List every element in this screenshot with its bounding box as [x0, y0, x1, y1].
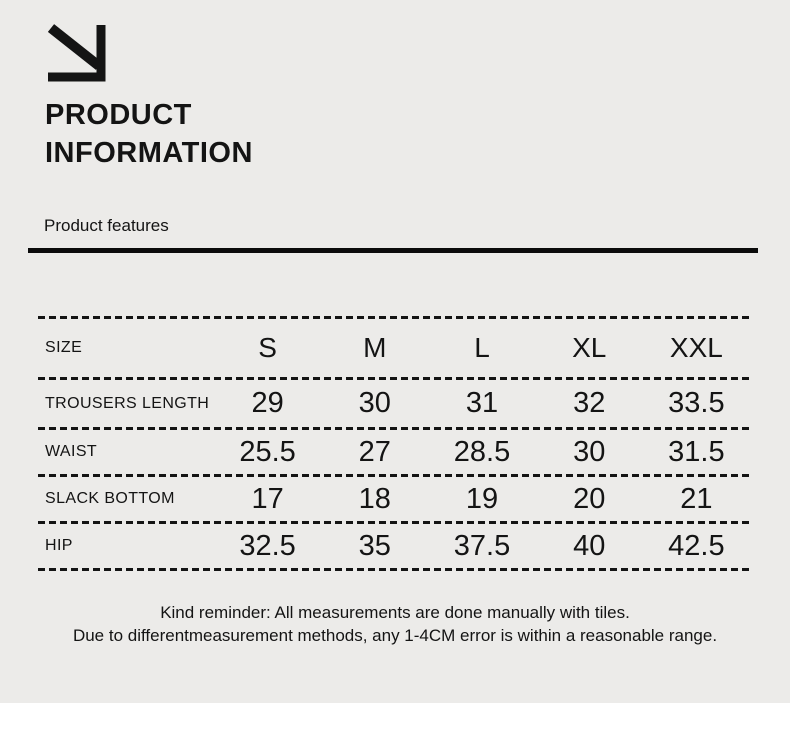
table-cell: 25.5: [239, 435, 296, 468]
size-m: M: [363, 332, 387, 363]
table-cell: 32.5: [239, 529, 296, 562]
section-divider: [28, 248, 758, 253]
kind-reminder-line2: Due to differentmeasurement methods, any…: [72, 626, 718, 645]
size-xxl: XXL: [669, 332, 723, 363]
table-cell: 31.5: [668, 435, 725, 468]
row-label-hip: HIP: [45, 537, 73, 554]
row-label-waist: WAIST: [45, 443, 98, 460]
table-cell: 33.5: [668, 387, 725, 419]
row-label-size: SIZE: [45, 339, 83, 356]
size-l: L: [474, 332, 490, 363]
dashed-divider: [38, 316, 750, 319]
arrow-down-right-icon: [48, 23, 106, 83]
table-cell: 37.5: [453, 529, 511, 562]
dashed-divider: [38, 521, 750, 524]
page-title-line1: PRODUCT: [45, 99, 192, 131]
page-title: PRODUCT INFORMATION: [45, 96, 253, 172]
row-label-trousers-length: TROUSERS LENGTH: [45, 394, 210, 412]
table-cell: 30: [358, 387, 391, 419]
table-cell: 35: [358, 529, 391, 562]
size-xl: XL: [572, 332, 607, 363]
dashed-divider: [38, 427, 750, 430]
dashed-divider: [38, 377, 750, 380]
size-chart-table: SIZE S M L XL XXL TROUSERS LENGTH 29 30 …: [38, 316, 750, 571]
table-cell: 32: [573, 387, 606, 419]
table-cell: 30: [573, 435, 606, 468]
bottom-white-strip: [0, 703, 790, 729]
row-label-slack-bottom: SLACK BOTTOM: [45, 490, 175, 507]
table-row-size: SIZE S M L XL XXL: [38, 319, 750, 377]
table-row-hip: HIP 32.5 35 37.5 40 42.5: [38, 524, 750, 568]
table-cell: 17: [251, 482, 284, 515]
page-title-line2: INFORMATION: [45, 137, 253, 169]
table-row-trousers-length: TROUSERS LENGTH 29 30 31 32 33.5: [38, 380, 750, 427]
table-cell: 20: [573, 482, 606, 515]
table-cell: 31: [465, 387, 499, 419]
kind-reminder-line1: Kind reminder: All measurements are done…: [160, 603, 630, 622]
table-cell: 29: [251, 387, 284, 419]
product-information-panel: PRODUCT INFORMATION Product features SIZ…: [0, 0, 790, 703]
table-cell: 27: [358, 435, 391, 468]
size-s: S: [258, 332, 277, 363]
kind-reminder-text: Kind reminder: All measurements are done…: [0, 601, 790, 647]
table-cell: 18: [358, 482, 391, 515]
table-cell: 42.5: [668, 529, 725, 562]
table-cell: 28.5: [453, 435, 511, 468]
section-label: Product features: [44, 216, 169, 235]
table-row-waist: WAIST 25.5 27 28.5 30 31.5: [38, 430, 750, 474]
dashed-divider: [38, 568, 750, 571]
dashed-divider: [38, 474, 750, 477]
table-cell: 19: [465, 482, 499, 515]
table-cell: 40: [573, 529, 606, 562]
table-cell: 21: [680, 482, 713, 515]
table-row-slack-bottom: SLACK BOTTOM 17 18 19 20 21: [38, 477, 750, 521]
